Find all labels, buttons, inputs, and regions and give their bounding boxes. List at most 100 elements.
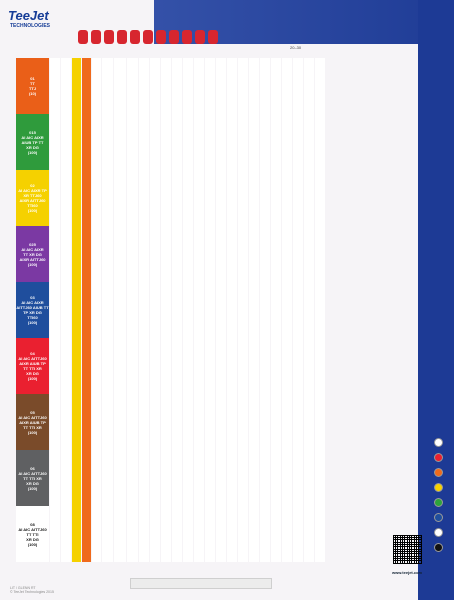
table-cell: [293, 513, 303, 520]
table-cell: [61, 261, 71, 268]
table-cell: [139, 345, 149, 352]
table-cell: [150, 198, 160, 205]
table-cell: [282, 170, 292, 177]
table-cell: [114, 233, 126, 240]
table-cell: [92, 72, 101, 79]
table-cell: [50, 135, 60, 142]
table-cell: [304, 72, 314, 79]
table-cell: [293, 520, 303, 527]
table-cell: [271, 317, 281, 324]
table-cell: [82, 534, 91, 541]
table-cell: [271, 415, 281, 422]
table-cell: [114, 86, 126, 93]
table-cell: [282, 289, 292, 296]
table-cell: [139, 520, 149, 527]
table-cell: [293, 548, 303, 555]
table-cell: [139, 65, 149, 72]
table-cell: [315, 58, 325, 65]
table-cell: [315, 331, 325, 338]
table-cell: [194, 240, 204, 247]
table-cell: [216, 380, 226, 387]
table-cell: [238, 226, 248, 233]
table-cell: [260, 303, 270, 310]
table-cell: [61, 268, 71, 275]
table-cell: [127, 268, 138, 275]
table-cell: [260, 352, 270, 359]
table-cell: [183, 156, 193, 163]
table-cell: [227, 485, 237, 492]
table-cell: [72, 289, 81, 296]
table-cell: [293, 240, 303, 247]
table-cell: [304, 156, 314, 163]
table-cell: [249, 184, 259, 191]
table-cell: [315, 415, 325, 422]
table-cell: [127, 429, 138, 436]
table-row: [16, 240, 418, 247]
table-cell: [127, 219, 138, 226]
table-cell: [293, 170, 303, 177]
table-cell: [315, 128, 325, 135]
table-cell: [161, 79, 171, 86]
table-cell: [61, 240, 71, 247]
table-row: [16, 541, 418, 548]
table-cell: [50, 226, 60, 233]
table-cell: [161, 177, 171, 184]
table-cell: [238, 450, 248, 457]
table-cell: [61, 184, 71, 191]
table-cell: [216, 135, 226, 142]
table-cell: [92, 387, 101, 394]
table-cell: [205, 443, 215, 450]
table-cell: [114, 114, 126, 121]
table-cell: [216, 527, 226, 534]
table-cell: [238, 408, 248, 415]
table-cell: [249, 86, 259, 93]
table-cell: [150, 177, 160, 184]
table-cell: [72, 107, 81, 114]
table-cell: [249, 471, 259, 478]
table-cell: [194, 513, 204, 520]
table-cell: [205, 534, 215, 541]
table-cell: [50, 219, 60, 226]
table-cell: [114, 373, 126, 380]
table-cell: [150, 492, 160, 499]
table-cell: [238, 415, 248, 422]
table-cell: [293, 527, 303, 534]
table-cell: [161, 107, 171, 114]
website-link[interactable]: www.teejet.com: [392, 570, 423, 575]
table-cell: [102, 366, 113, 373]
table-cell: [150, 107, 160, 114]
table-cell: [150, 156, 160, 163]
table-cell: [282, 506, 292, 513]
table-cell: [127, 415, 138, 422]
table-cell: [238, 107, 248, 114]
table-cell: [82, 128, 91, 135]
table-cell: [205, 163, 215, 170]
table-cell: [127, 121, 138, 128]
table-cell: [282, 128, 292, 135]
table-cell: [194, 555, 204, 562]
table-cell: [127, 478, 138, 485]
table-cell: [92, 373, 101, 380]
table-cell: [227, 499, 237, 506]
table-cell: [282, 415, 292, 422]
table-cell: [260, 387, 270, 394]
table-cell: [205, 408, 215, 415]
table-cell: [61, 212, 71, 219]
table-cell: [150, 457, 160, 464]
table-cell: [260, 492, 270, 499]
table-cell: [50, 156, 60, 163]
table-cell: [238, 380, 248, 387]
table-cell: [293, 58, 303, 65]
table-cell: [61, 128, 71, 135]
table-cell: [271, 331, 281, 338]
table-cell: [216, 177, 226, 184]
table-cell: [172, 331, 182, 338]
table-cell: [50, 359, 60, 366]
table-cell: [238, 513, 248, 520]
table-cell: [127, 352, 138, 359]
table-cell: [227, 296, 237, 303]
table-cell: [172, 100, 182, 107]
table-cell: [72, 177, 81, 184]
table-cell: [282, 135, 292, 142]
table-cell: [50, 149, 60, 156]
